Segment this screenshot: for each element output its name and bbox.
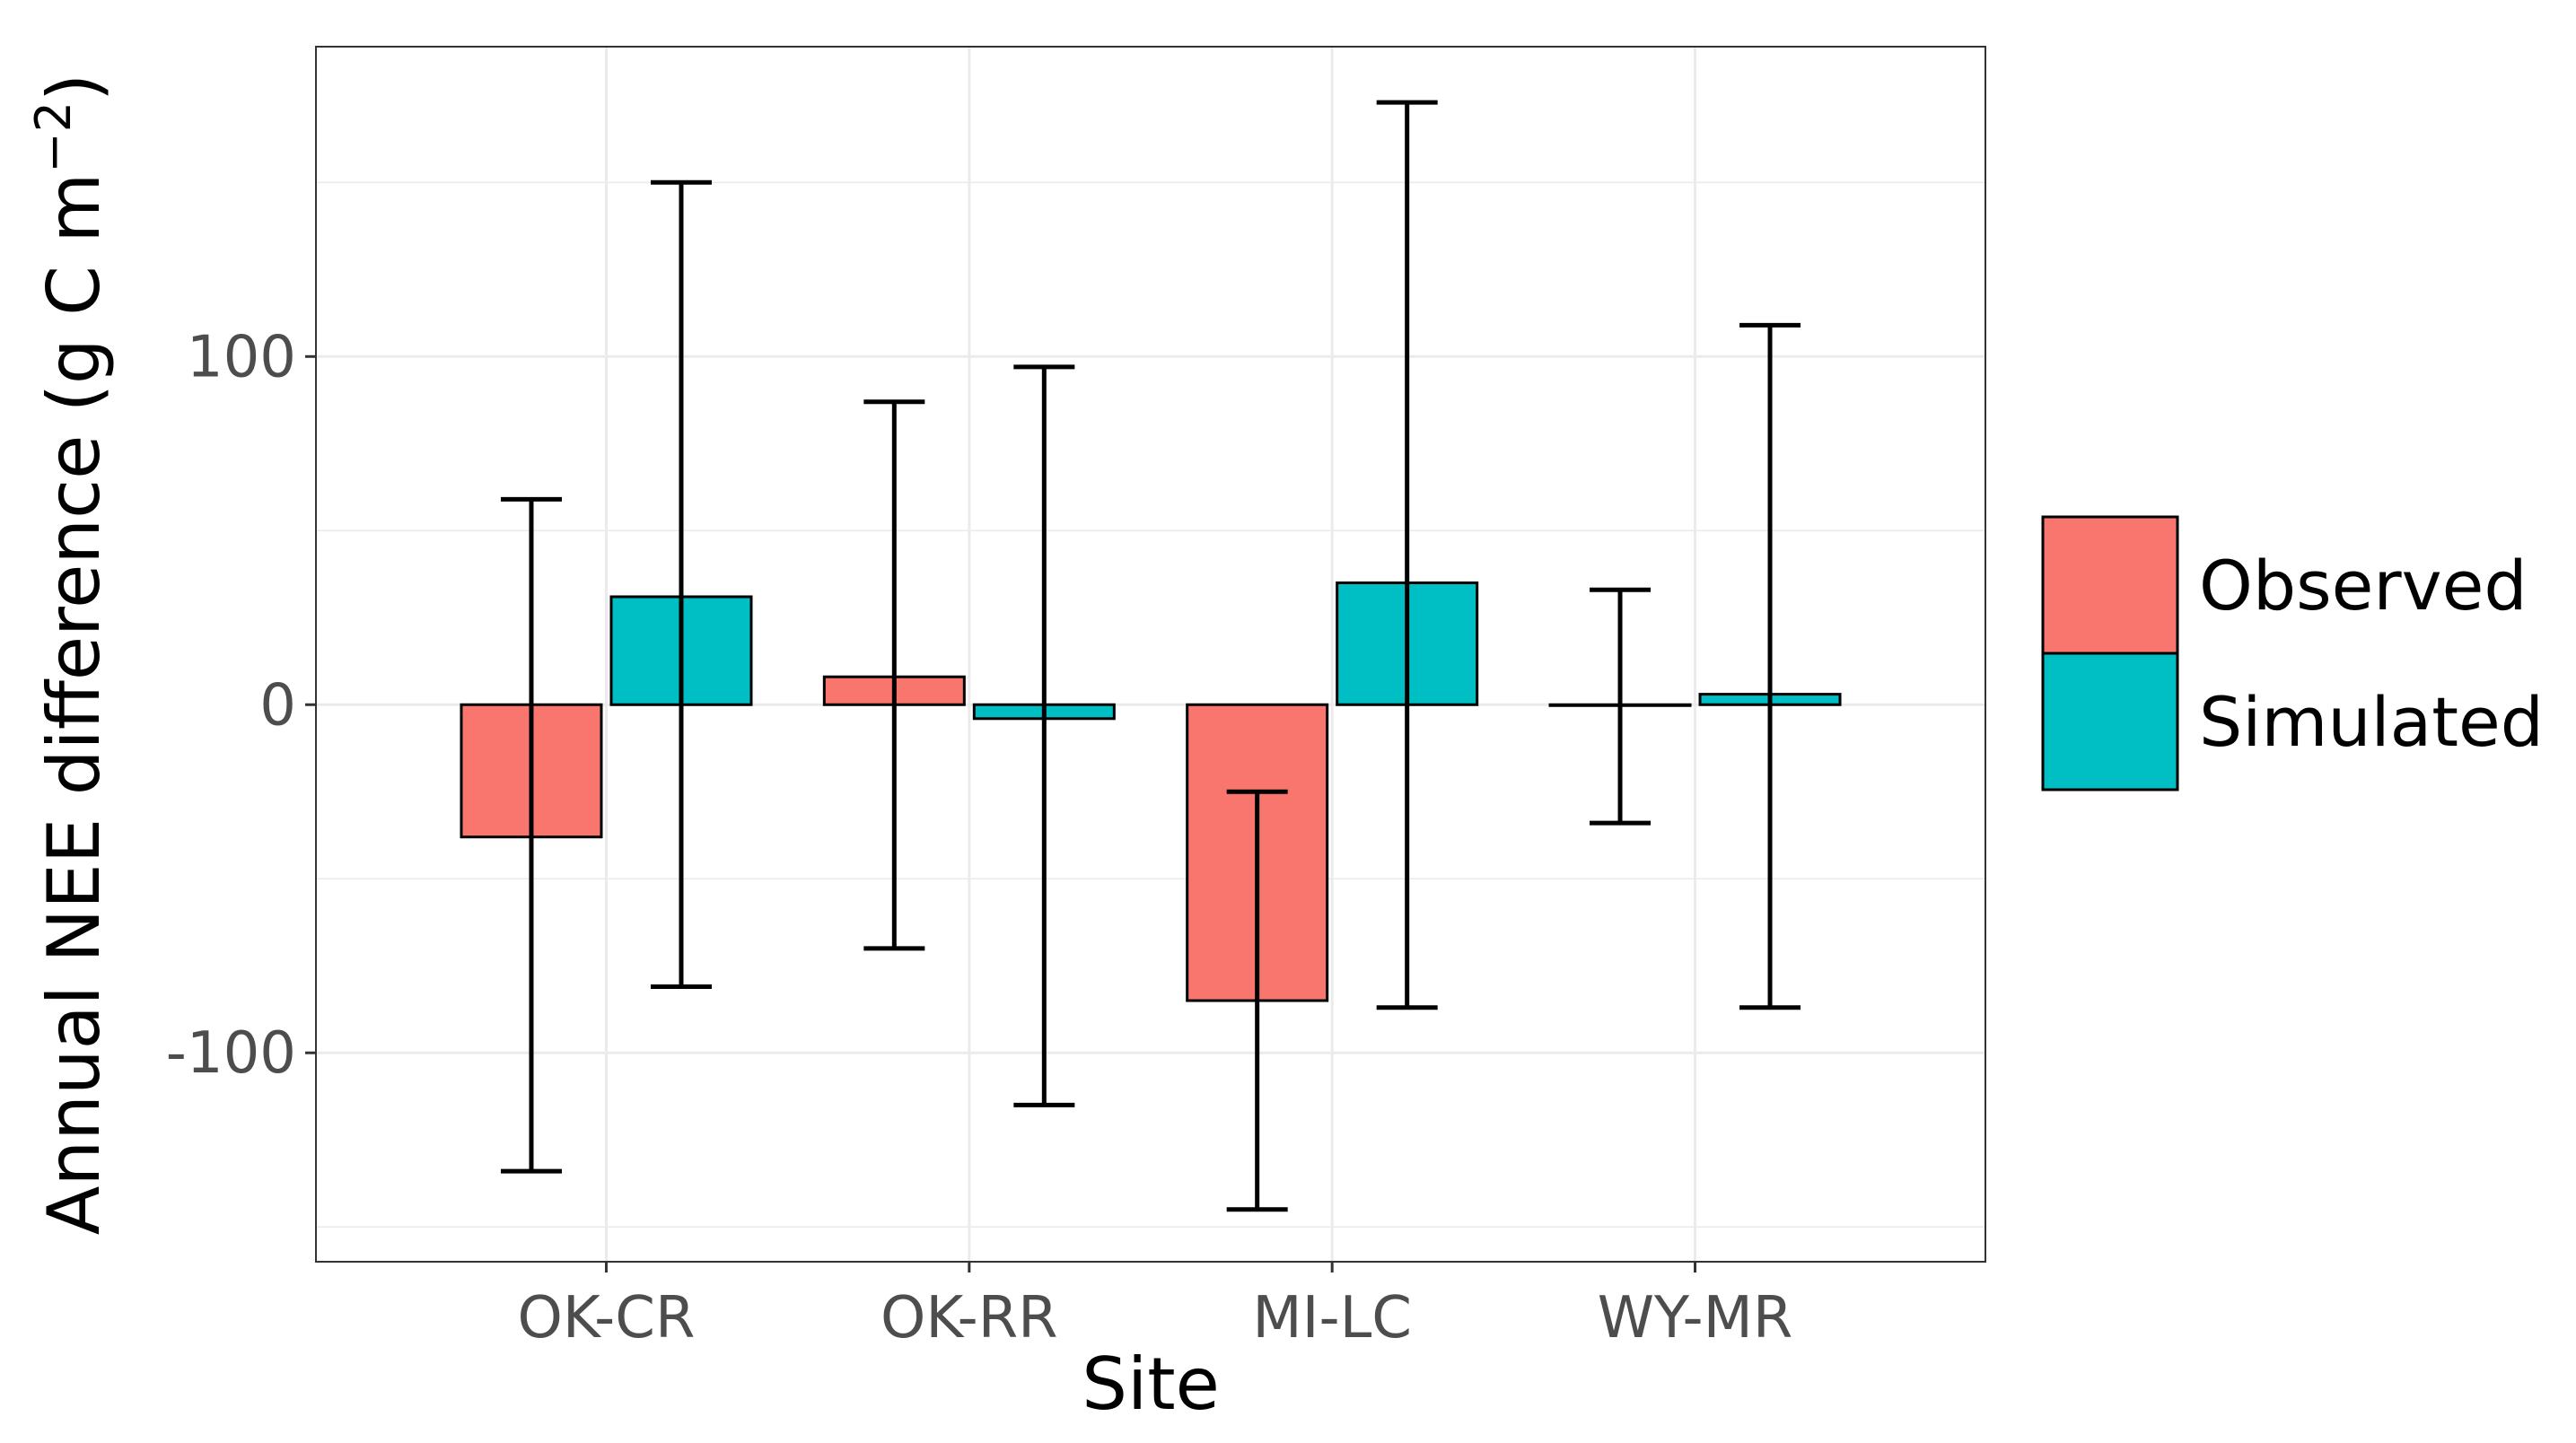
legend-label-simulated: Simulated	[2199, 682, 2544, 762]
y-tick-label: -100	[166, 1020, 296, 1087]
y-axis-title-superscript: −2	[25, 101, 82, 173]
plot-border	[315, 46, 1986, 1263]
x-tick-label: WY-MR	[1598, 1285, 1793, 1351]
legend-key-observed	[2041, 515, 2179, 655]
y-axis-title: Annual NEE difference (g C m−2)	[25, 74, 116, 1235]
x-tick-label: MI-LC	[1252, 1285, 1412, 1351]
legend-key-simulated	[2041, 652, 2179, 791]
y-tick-label: 100	[187, 324, 296, 390]
x-tick-label: OK-CR	[518, 1285, 696, 1351]
y-axis-title-close: )	[32, 74, 116, 101]
legend: Observed Simulated	[2041, 515, 2544, 791]
legend-label-observed: Observed	[2199, 546, 2528, 625]
y-tick-label: 0	[259, 672, 296, 739]
x-axis-title: Site	[1082, 1342, 1220, 1426]
plot-background	[316, 47, 1985, 1262]
axes: -100 0 100 OK-CR OK-RR MI-LC WY-MR	[166, 324, 1793, 1351]
x-tick-label: OK-RR	[881, 1285, 1058, 1351]
error-bars	[500, 100, 1801, 1212]
y-axis-title-main: Annual NEE difference (g C m	[32, 173, 116, 1236]
